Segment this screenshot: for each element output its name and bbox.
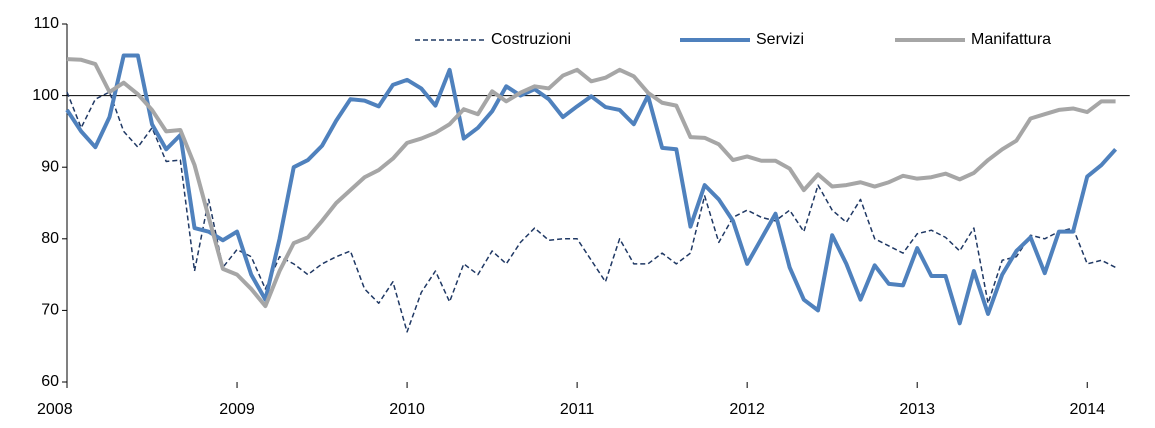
series-line (65, 53, 1118, 326)
y-tick-label: 100 (32, 87, 59, 104)
series-line (66, 91, 1116, 333)
legend-label: Manifattura (971, 31, 1051, 48)
y-tick-label: 80 (41, 230, 59, 247)
x-tick-label: 2011 (560, 401, 595, 418)
legend-label: Costruzioni (491, 31, 571, 48)
x-tick-label: 2014 (1069, 401, 1105, 418)
x-tick-label: 2013 (899, 401, 935, 418)
y-tick-label: 90 (41, 158, 59, 175)
y-tick-label: 110 (33, 15, 59, 32)
legend-label: Servizi (756, 31, 804, 48)
x-tick-label: 2010 (389, 401, 425, 418)
x-tick-label: 2012 (729, 401, 765, 418)
y-tick-label: 70 (41, 302, 59, 319)
x-tick-label: 2009 (219, 401, 255, 418)
series-line (66, 57, 1116, 309)
x-tick-label: 2008 (37, 401, 73, 418)
y-tick-label: 60 (41, 373, 59, 390)
